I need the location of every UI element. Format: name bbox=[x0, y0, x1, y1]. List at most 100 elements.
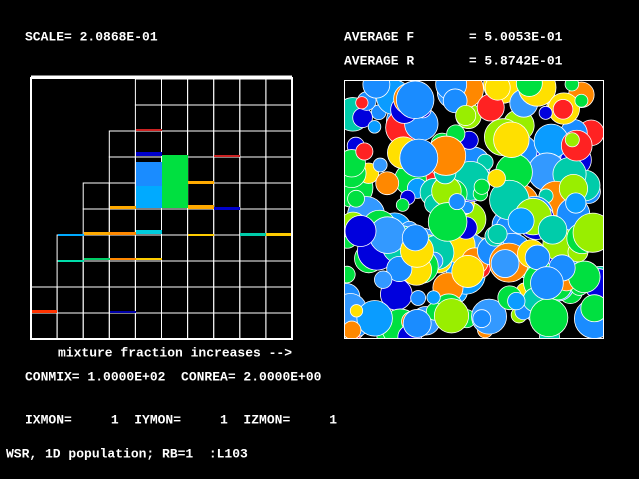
particle bbox=[455, 104, 477, 126]
grid-cell bbox=[108, 156, 136, 184]
particle bbox=[507, 207, 535, 235]
particle bbox=[410, 290, 427, 306]
particle bbox=[487, 224, 508, 244]
particle bbox=[524, 244, 551, 271]
grid-cell bbox=[213, 130, 241, 158]
grid-cell bbox=[30, 312, 58, 340]
mixture-block bbox=[136, 230, 162, 234]
mixture-grid bbox=[30, 78, 293, 340]
particle bbox=[529, 298, 569, 338]
grid-cell bbox=[265, 260, 293, 288]
grid-cell bbox=[56, 286, 84, 314]
grid-cell bbox=[213, 156, 241, 184]
particle bbox=[490, 249, 520, 278]
grid-cell bbox=[134, 78, 162, 106]
grid-cell bbox=[82, 260, 110, 288]
particle bbox=[372, 157, 388, 173]
status-line: WSR, 1D population; RB=1 :L103 bbox=[6, 446, 248, 461]
particle bbox=[538, 105, 553, 120]
average-r: AVERAGE R = 5.8742E-01 bbox=[344, 53, 563, 68]
grid-cell bbox=[56, 260, 84, 288]
particle bbox=[530, 266, 564, 300]
mixture-block bbox=[188, 181, 214, 184]
grid-cell bbox=[108, 260, 136, 288]
particle bbox=[399, 138, 439, 178]
mixture-block bbox=[162, 155, 188, 208]
grid-cell bbox=[265, 130, 293, 158]
right-frame bbox=[344, 80, 604, 339]
grid-cell bbox=[108, 182, 136, 210]
grid-cell bbox=[82, 182, 110, 210]
mixture-block bbox=[84, 232, 110, 235]
grid-cell bbox=[239, 312, 267, 340]
mixture-block bbox=[214, 155, 240, 157]
grid-cell bbox=[108, 312, 136, 340]
grid-cell bbox=[108, 130, 136, 158]
grid-cell bbox=[108, 234, 136, 262]
particle bbox=[347, 189, 365, 208]
particle bbox=[580, 294, 603, 323]
particle bbox=[367, 120, 382, 134]
particle bbox=[565, 192, 587, 214]
mixture-block bbox=[84, 258, 110, 260]
particle bbox=[574, 93, 589, 108]
grid-cell bbox=[30, 286, 58, 314]
particle bbox=[448, 193, 466, 211]
mixture-block bbox=[136, 258, 162, 260]
mixture-block bbox=[110, 311, 136, 313]
grid-cell bbox=[187, 208, 215, 236]
particle bbox=[349, 304, 364, 318]
grid-cell bbox=[134, 104, 162, 132]
mixture-block bbox=[110, 258, 136, 260]
grid-cell bbox=[187, 234, 215, 262]
grid-cell bbox=[187, 286, 215, 314]
grid-cell bbox=[82, 208, 110, 236]
particle bbox=[572, 212, 603, 253]
particle bbox=[564, 132, 580, 148]
particle bbox=[355, 142, 374, 161]
particle bbox=[402, 309, 432, 338]
particle bbox=[345, 320, 362, 338]
grid-cell bbox=[82, 286, 110, 314]
grid-cell bbox=[239, 104, 267, 132]
particle bbox=[451, 255, 485, 288]
grid-cell bbox=[187, 78, 215, 106]
particle bbox=[362, 81, 391, 99]
grid-cell bbox=[134, 234, 162, 262]
grid-cell bbox=[161, 312, 189, 340]
particle bbox=[395, 198, 410, 212]
grid-cell bbox=[213, 78, 241, 106]
particle bbox=[427, 202, 468, 242]
particle bbox=[564, 81, 580, 92]
grid-cell bbox=[239, 234, 267, 262]
grid-cell bbox=[56, 234, 84, 262]
monitors: IXMON= 1 IYMON= 1 IZMON= 1 bbox=[25, 412, 337, 427]
particle bbox=[395, 81, 435, 119]
particle-view bbox=[345, 81, 603, 338]
grid-cell bbox=[213, 234, 241, 262]
particle bbox=[515, 81, 543, 97]
grid-cell bbox=[213, 182, 241, 210]
particle bbox=[356, 300, 393, 337]
grid-cell bbox=[265, 286, 293, 314]
particle bbox=[493, 121, 530, 158]
grid-cell bbox=[161, 260, 189, 288]
grid-cell bbox=[239, 78, 267, 106]
grid-cell bbox=[213, 312, 241, 340]
grid-cell bbox=[213, 208, 241, 236]
particle bbox=[484, 81, 511, 101]
grid-cell bbox=[161, 286, 189, 314]
mixture-block bbox=[110, 232, 136, 235]
grid-cell bbox=[187, 156, 215, 184]
mixture-block bbox=[110, 206, 136, 209]
grid-cell bbox=[265, 312, 293, 340]
mixture-block bbox=[188, 205, 214, 209]
particle bbox=[472, 309, 492, 328]
grid-cell bbox=[187, 260, 215, 288]
particle bbox=[374, 270, 393, 289]
grid-cell bbox=[265, 78, 293, 106]
particle bbox=[487, 169, 506, 188]
grid-cell bbox=[108, 208, 136, 236]
particle bbox=[537, 215, 568, 245]
